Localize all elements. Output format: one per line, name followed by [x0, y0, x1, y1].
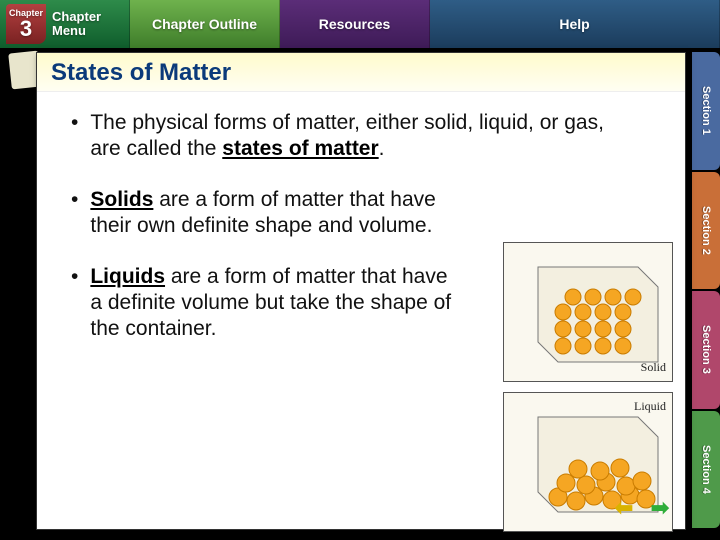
bullet-item: • Solids are a form of matter that have …	[71, 187, 461, 238]
section-tab-3[interactable]: Section 3	[692, 291, 720, 409]
term-link-solids[interactable]: Solids	[90, 188, 153, 211]
chapter-number-badge: Chapter 3	[6, 4, 46, 44]
slide-body: • The physical forms of matter, either s…	[37, 92, 685, 526]
illustration-caption: Solid	[641, 360, 666, 375]
left-decor-strip	[0, 48, 36, 540]
help-tab[interactable]: Help	[430, 0, 720, 48]
section-tab-label: Section 4	[700, 445, 712, 494]
slide-nav-arrows: ⬅ ➡	[609, 496, 675, 520]
section-tabs: Section 1 Section 2 Section 3 Section 4	[692, 52, 720, 530]
bullet-text: The physical forms of matter, either sol…	[90, 110, 636, 161]
top-nav-bar: Chapter 3 Chapter Menu Chapter Outline R…	[0, 0, 720, 48]
chapter-menu-label: Chapter Menu	[52, 10, 101, 39]
arrow-right-icon: ➡	[651, 495, 669, 522]
section-tab-1[interactable]: Section 1	[692, 52, 720, 170]
arrow-left-icon: ⬅	[615, 495, 633, 522]
solid-cube-icon	[508, 247, 668, 377]
bullet-dot-icon: •	[71, 187, 78, 238]
section-tab-2[interactable]: Section 2	[692, 172, 720, 290]
term-link-liquids[interactable]: Liquids	[90, 265, 165, 288]
bullet-item: • Liquids are a form of matter that have…	[71, 264, 461, 341]
tab-label: Chapter Outline	[152, 16, 257, 32]
section-tab-label: Section 2	[700, 206, 712, 255]
tab-label: Help	[559, 16, 589, 32]
tab-label: Resources	[319, 16, 391, 32]
slide-title-bar: States of Matter	[37, 53, 685, 92]
bullet-item: • The physical forms of matter, either s…	[71, 110, 636, 161]
next-slide-button[interactable]: ➡	[645, 496, 675, 520]
section-tab-4[interactable]: Section 4	[692, 411, 720, 529]
illustration-solid: Solid	[503, 242, 673, 382]
illustration-caption: Liquid	[634, 399, 666, 414]
section-tab-label: Section 1	[700, 86, 712, 135]
bullet-dot-icon: •	[71, 110, 78, 161]
slide-panel: States of Matter • The physical forms of…	[36, 52, 686, 530]
resources-tab[interactable]: Resources	[280, 0, 430, 48]
chapter-outline-tab[interactable]: Chapter Outline	[130, 0, 280, 48]
slide-title: States of Matter	[51, 59, 671, 87]
chapter-badge-number: 3	[20, 18, 32, 40]
term-link-states-of-matter[interactable]: states of matter	[222, 137, 378, 160]
bullet-dot-icon: •	[71, 264, 78, 341]
bullet-text: Liquids are a form of matter that have a…	[90, 264, 461, 341]
section-tab-label: Section 3	[700, 325, 712, 374]
prev-slide-button[interactable]: ⬅	[609, 496, 639, 520]
bullet-text: Solids are a form of matter that have th…	[90, 187, 461, 238]
chapter-menu-tab[interactable]: Chapter 3 Chapter Menu	[0, 0, 130, 48]
